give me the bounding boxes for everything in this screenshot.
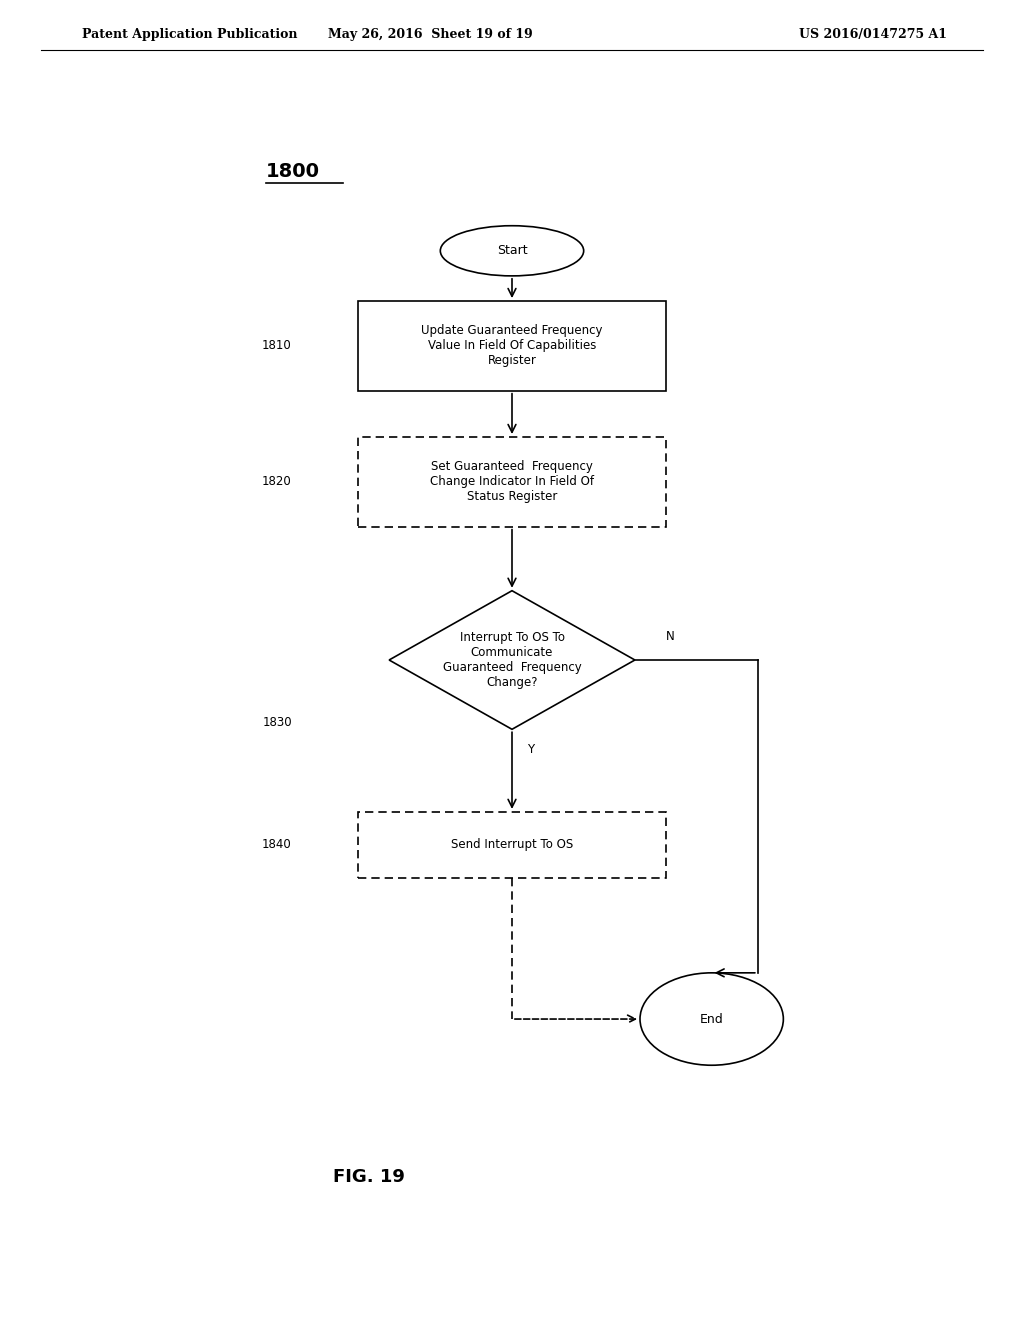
- Bar: [358, 437, 666, 527]
- Text: Update Guaranteed Frequency
Value In Field Of Capabilities
Register: Update Guaranteed Frequency Value In Fie…: [421, 325, 603, 367]
- Text: Y: Y: [527, 743, 535, 755]
- Text: 1840: 1840: [262, 838, 292, 851]
- Text: End: End: [699, 1012, 724, 1026]
- Text: Interrupt To OS To
Communicate
Guaranteed  Frequency
Change?: Interrupt To OS To Communicate Guarantee…: [442, 631, 582, 689]
- Text: 1800: 1800: [266, 162, 321, 181]
- Bar: [358, 812, 666, 878]
- Text: 1810: 1810: [262, 339, 292, 352]
- Text: US 2016/0147275 A1: US 2016/0147275 A1: [799, 28, 947, 41]
- Text: 1830: 1830: [262, 715, 292, 729]
- Text: N: N: [667, 630, 675, 643]
- Text: Send Interrupt To OS: Send Interrupt To OS: [451, 838, 573, 851]
- Text: Set Guaranteed  Frequency
Change Indicator In Field Of
Status Register: Set Guaranteed Frequency Change Indicato…: [430, 461, 594, 503]
- Text: Start: Start: [497, 244, 527, 257]
- Text: Patent Application Publication: Patent Application Publication: [82, 28, 297, 41]
- Text: 1820: 1820: [262, 475, 292, 488]
- Text: May 26, 2016  Sheet 19 of 19: May 26, 2016 Sheet 19 of 19: [328, 28, 532, 41]
- Bar: [358, 301, 666, 391]
- Text: FIG. 19: FIG. 19: [333, 1168, 404, 1187]
